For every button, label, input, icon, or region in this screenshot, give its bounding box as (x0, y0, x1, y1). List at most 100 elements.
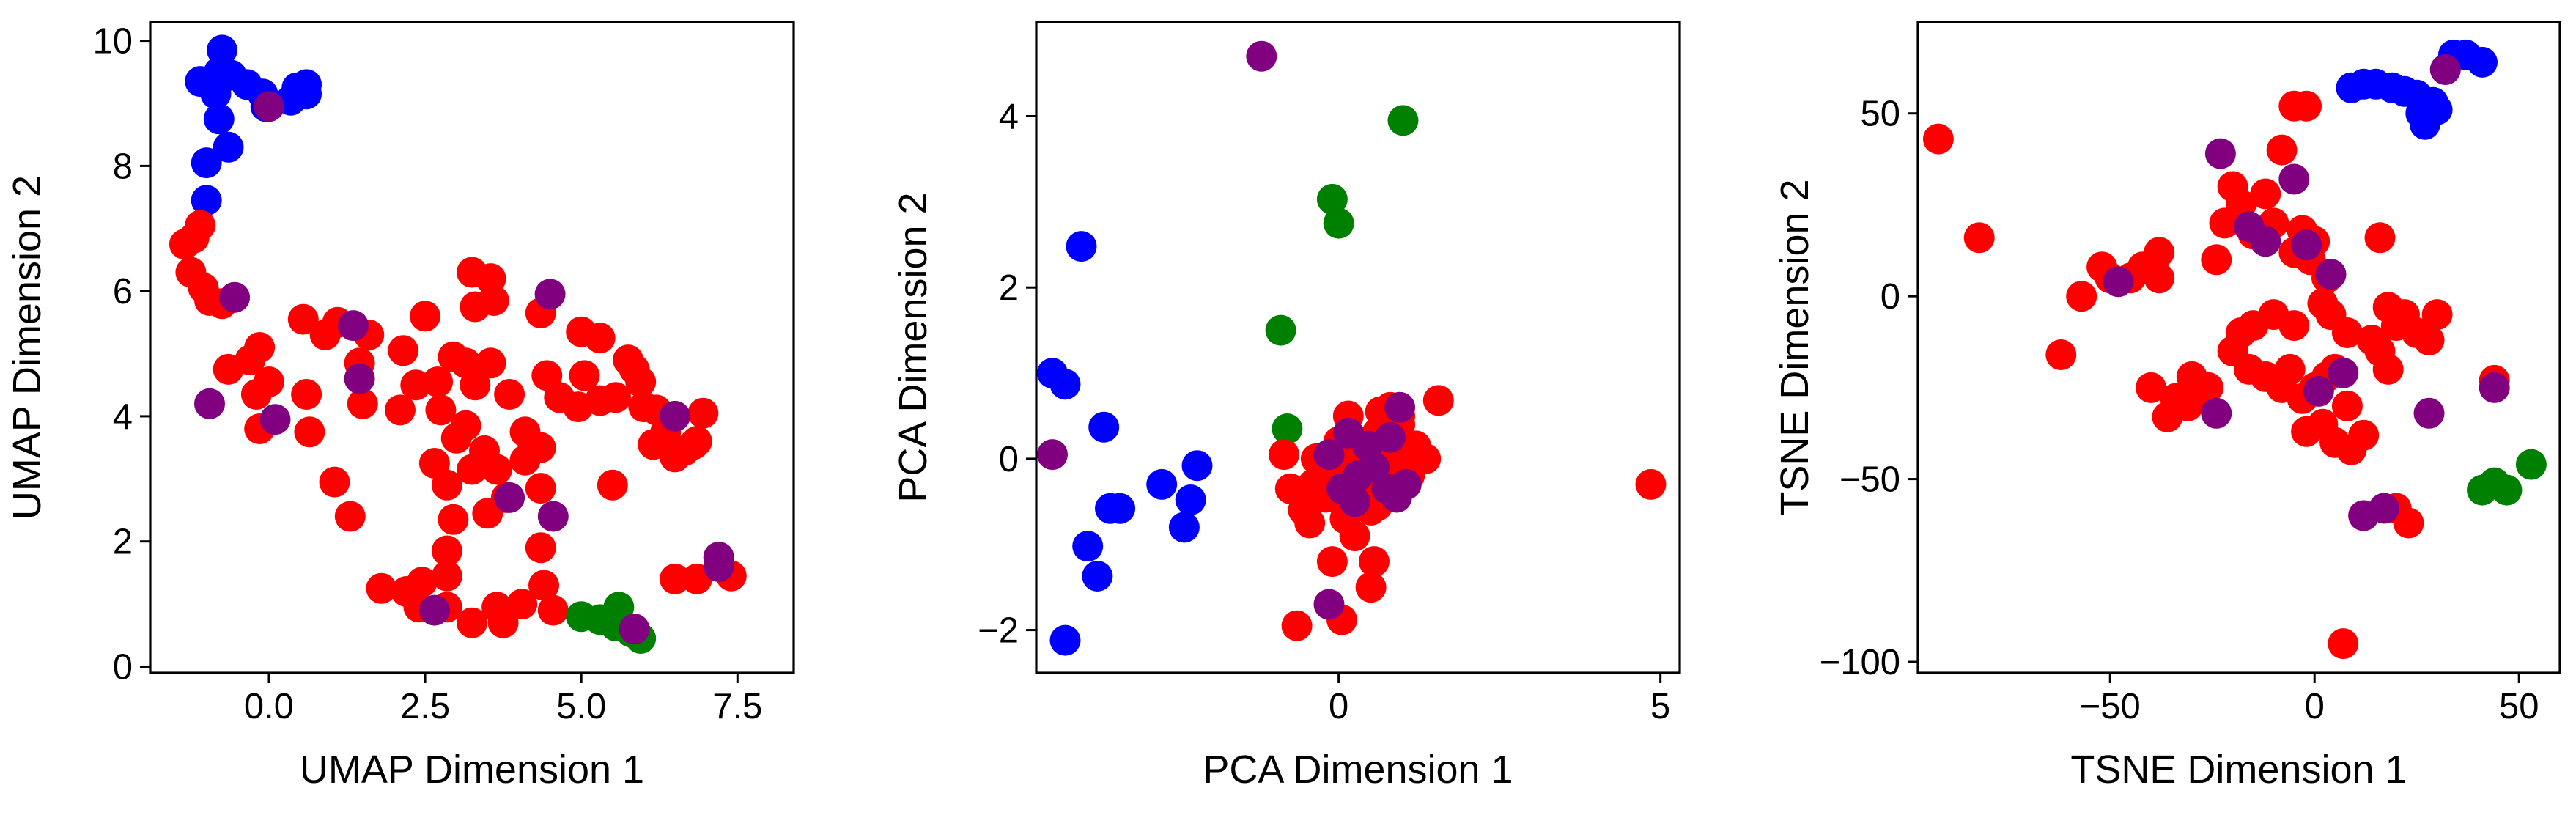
y-tick-label: 4 (113, 397, 133, 437)
data-point (457, 607, 487, 638)
y-tick-label: 2 (999, 268, 1019, 308)
x-tick-label: 50 (2499, 687, 2539, 726)
data-point (2266, 134, 2298, 166)
data-point (254, 91, 284, 122)
data-point (1175, 484, 1206, 515)
y-axis-label: TSNE Dimension 2 (1773, 179, 1817, 515)
data-point (613, 344, 644, 376)
data-point (1339, 486, 1370, 517)
data-point (2144, 262, 2175, 294)
data-point (2479, 372, 2510, 403)
data-point (178, 222, 210, 254)
data-point (366, 572, 397, 604)
plot-frame (149, 21, 795, 674)
data-point (1082, 561, 1113, 592)
data-point (1072, 531, 1104, 562)
data-point (1168, 512, 1200, 543)
data-point (600, 382, 632, 413)
data-point (287, 303, 319, 335)
data-point (1339, 520, 1370, 552)
data-point (2515, 449, 2547, 480)
data-point (431, 535, 462, 567)
data-point (1635, 468, 1667, 500)
x-axis-label: PCA Dimension 1 (1203, 748, 1513, 792)
points-group (169, 34, 747, 654)
x-axis-label: TSNE Dimension 1 (2070, 748, 2407, 792)
data-point (1246, 40, 1277, 72)
x-tick-label: 2.5 (400, 687, 450, 726)
data-point (528, 570, 559, 601)
data-point (309, 319, 341, 350)
data-point (460, 291, 491, 323)
plot-frame (1916, 21, 2561, 674)
x-tick-label: 0 (2305, 687, 2325, 726)
data-point (487, 607, 519, 638)
data-point (1265, 314, 1296, 346)
data-point (2393, 507, 2424, 539)
data-point (1355, 572, 1387, 603)
data-point (259, 404, 291, 435)
data-point (597, 469, 628, 501)
data-point (2372, 353, 2404, 385)
data-point (2250, 226, 2281, 257)
data-point (1146, 468, 1178, 500)
data-point (338, 310, 369, 342)
data-point (438, 504, 469, 535)
data-point (2328, 628, 2359, 660)
plot-frame (1035, 21, 1681, 674)
data-point (534, 279, 566, 310)
data-point (2315, 259, 2347, 290)
data-point (494, 379, 525, 410)
data-point (2291, 416, 2322, 447)
data-point (431, 560, 462, 592)
data-point (525, 532, 556, 564)
data-point (347, 388, 378, 419)
data-point (660, 400, 690, 432)
data-point (344, 363, 375, 394)
data-point (2291, 229, 2322, 261)
data-point (1313, 439, 1345, 471)
data-point (1422, 385, 1454, 416)
data-point (2356, 325, 2388, 355)
data-point (422, 366, 454, 397)
data-point (1272, 413, 1303, 444)
subplot-3: −50 0 50 −100 −50 0 50 TSNE Dimension 1 TSNE Dim… (1773, 21, 2561, 792)
data-point (450, 410, 481, 441)
data-point (2176, 361, 2207, 392)
data-point (291, 78, 322, 110)
data-point (191, 147, 222, 179)
data-point (2274, 353, 2306, 385)
x-tick-label: 0.0 (244, 687, 294, 726)
data-point (509, 416, 541, 448)
data-point (569, 360, 600, 391)
data-point (2045, 339, 2077, 370)
y-tick-label: 10 (92, 22, 133, 62)
data-point (425, 394, 457, 426)
data-point (1281, 610, 1313, 641)
data-point (525, 473, 556, 504)
data-point (385, 394, 416, 426)
data-point (334, 501, 366, 532)
data-point (1374, 421, 1406, 453)
data-point (2278, 163, 2310, 195)
y-axis-label: PCA Dimension 2 (891, 192, 935, 502)
data-point (1049, 624, 1081, 656)
y-tick-label: 6 (113, 272, 133, 312)
data-point (2372, 292, 2404, 323)
x-axis-label: UMAP Dimension 1 (300, 748, 644, 792)
data-point (2103, 266, 2134, 298)
data-point (1922, 123, 1954, 155)
data-point (1387, 105, 1419, 136)
y-tick-label: 4 (999, 97, 1019, 137)
data-point (1269, 439, 1299, 471)
data-point (537, 594, 569, 626)
data-point (494, 482, 525, 513)
data-point (388, 335, 419, 366)
data-point (191, 185, 222, 216)
y-tick-label: 0 (999, 440, 1019, 479)
data-point (431, 469, 462, 501)
data-point (703, 550, 734, 582)
data-point (1384, 391, 1416, 423)
data-point (2491, 474, 2523, 506)
data-point (1088, 411, 1120, 443)
